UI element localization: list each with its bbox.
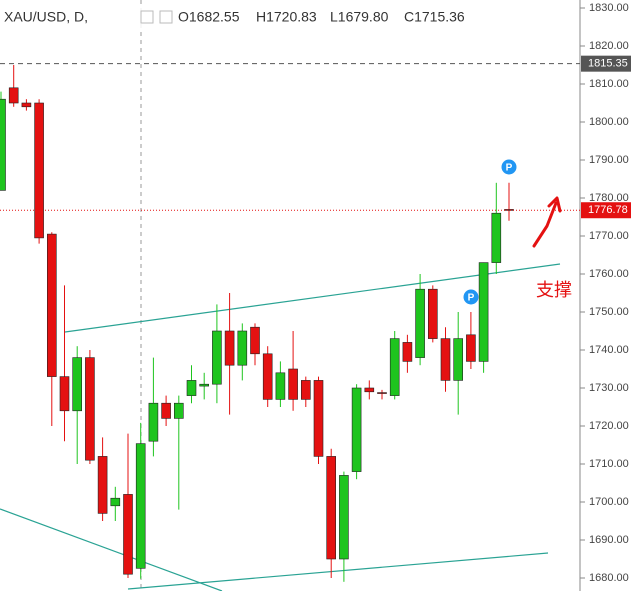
- candle-body: [212, 330, 222, 385]
- y-tick-label: 1740.00: [589, 344, 629, 356]
- y-tick-label: 1820.00: [589, 40, 629, 52]
- candle-body: [135, 443, 146, 569]
- candle-body: [415, 288, 425, 358]
- candle-body: [504, 209, 514, 211]
- y-tick-label: 1730.00: [589, 382, 629, 394]
- candle-body: [224, 330, 235, 366]
- open: O1682.55: [178, 9, 240, 25]
- y-tick-label: 1750.00: [589, 306, 629, 318]
- candle-body: [46, 233, 57, 377]
- y-tick-label: 1690.00: [589, 534, 629, 546]
- candle-body: [440, 338, 451, 381]
- candle-body: [174, 402, 184, 419]
- y-tick-label: 1770.00: [589, 230, 629, 242]
- header: XAU/USD, D, O1682.55 H1720.83 L1679.80 C…: [4, 9, 465, 25]
- price-label-bg: [581, 202, 631, 219]
- candle-body: [97, 456, 108, 514]
- candle-body: [59, 376, 70, 412]
- low: L1679.80: [330, 9, 389, 25]
- candle-body: [339, 475, 349, 560]
- event-marker-label: P: [468, 293, 475, 304]
- candle-body: [72, 357, 82, 412]
- high: H1720.83: [256, 9, 317, 25]
- candle-body: [250, 326, 260, 355]
- candle-body: [389, 338, 400, 396]
- y-tick-label: 1680.00: [589, 572, 629, 584]
- candle-body: [148, 402, 159, 442]
- event-marker: [501, 159, 517, 175]
- candle-body: [402, 342, 413, 362]
- candle-body: [478, 262, 489, 362]
- candle-body: [313, 380, 324, 457]
- candle-body: [288, 368, 298, 400]
- y-tick-label: 1700.00: [589, 496, 629, 508]
- arrow-annotation: [532, 196, 562, 248]
- price-label: 1815.35: [588, 58, 628, 70]
- candle-body: [275, 372, 286, 400]
- symbol: XAU/USD, D,: [4, 9, 88, 25]
- candle-body: [364, 387, 375, 393]
- candles: [0, 63, 580, 582]
- candle-body: [427, 288, 438, 339]
- event-marker-label: P: [506, 163, 513, 174]
- y-tick-label: 1710.00: [589, 458, 629, 470]
- candle-body: [199, 383, 209, 387]
- candle-body: [466, 334, 476, 362]
- candle-body: [237, 330, 248, 366]
- event-marker: [463, 289, 479, 305]
- candle-body: [351, 387, 362, 472]
- candle-body: [377, 392, 387, 394]
- candle-body: [123, 494, 133, 575]
- annotation: 支撑: [536, 280, 572, 300]
- price-label-bg: [581, 55, 631, 72]
- candle-body: [161, 402, 171, 419]
- candle-body: [21, 102, 32, 108]
- candle-body: [186, 380, 197, 396]
- candle-body: [8, 87, 19, 104]
- candle-body: [262, 353, 273, 400]
- y-tick-label: 1790.00: [589, 154, 629, 166]
- candle-body: [300, 380, 311, 400]
- candle-body: [0, 98, 6, 191]
- candle-body: [34, 102, 44, 239]
- y-tick-label: 1720.00: [589, 420, 629, 432]
- y-tick-label: 1800.00: [589, 116, 629, 128]
- trend-line: [64, 263, 561, 333]
- header-bg: [0, 4, 480, 30]
- candle-body: [326, 456, 337, 560]
- y-tick-label: 1810.00: [589, 78, 629, 90]
- candle-body: [491, 212, 502, 263]
- y-tick-label: 1830.00: [589, 2, 629, 14]
- icon[interactable]: [140, 10, 154, 24]
- candle-body: [110, 497, 121, 507]
- trend-line: [0, 508, 223, 591]
- icon[interactable]: [159, 10, 173, 24]
- close: C1715.36: [404, 9, 465, 25]
- y-tick-label: 1780.00: [589, 192, 629, 204]
- candle-body: [85, 357, 95, 461]
- y-tick-label: 1760.00: [589, 268, 629, 280]
- candle-body: [453, 338, 464, 381]
- price-label: 1776.78: [588, 204, 628, 216]
- trend-line: [127, 552, 549, 590]
